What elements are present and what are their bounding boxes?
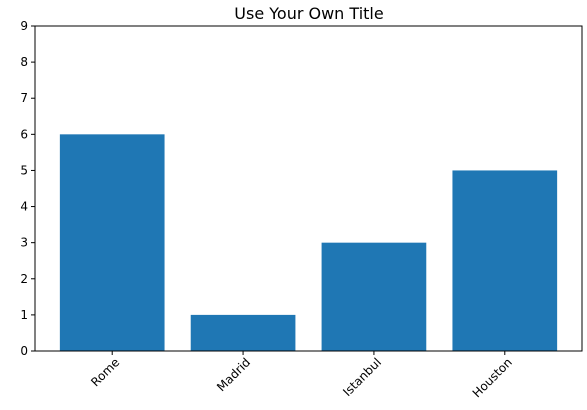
x-tick-label: Rome xyxy=(88,355,122,389)
y-tick-label: 8 xyxy=(20,55,28,69)
bar-madrid xyxy=(190,314,296,351)
bar-istanbul xyxy=(321,242,427,351)
x-axis: Rome Madrid Istanbul Houston xyxy=(88,351,515,400)
x-tick-label: Istanbul xyxy=(340,355,384,399)
y-tick-label: 0 xyxy=(20,344,28,358)
y-tick-label: 4 xyxy=(20,200,28,214)
plot-frame xyxy=(34,25,583,352)
y-tick-label: 3 xyxy=(20,236,28,250)
y-axis: 0 1 2 3 4 5 6 7 8 9 xyxy=(20,19,35,358)
y-tick-label: 9 xyxy=(20,19,28,33)
x-tick-label: Madrid xyxy=(214,355,253,394)
y-tick-label: 6 xyxy=(20,127,28,141)
chart-title: Use Your Own Title xyxy=(234,4,383,23)
y-tick-label: 1 xyxy=(20,308,28,322)
bars-layer xyxy=(59,134,558,351)
y-tick-label: 7 xyxy=(20,91,28,105)
y-tick-label: 2 xyxy=(20,272,28,286)
bar-houston xyxy=(452,170,558,351)
bar-rome xyxy=(59,134,165,351)
x-tick-label: Houston xyxy=(470,355,515,400)
y-tick-label: 5 xyxy=(20,163,28,177)
